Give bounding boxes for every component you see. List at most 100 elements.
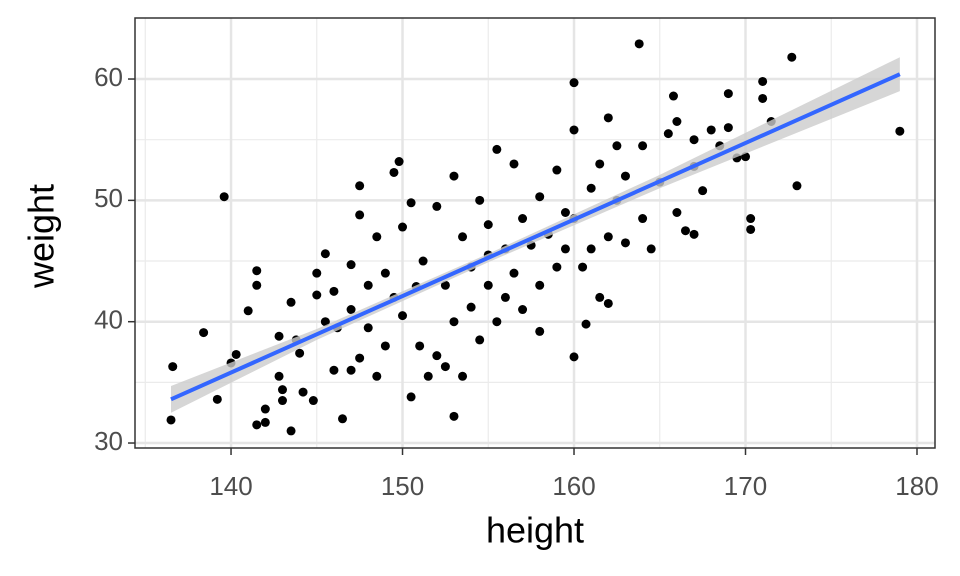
point	[586, 183, 596, 193]
point	[578, 262, 588, 272]
point	[231, 349, 241, 359]
point	[329, 365, 339, 375]
point	[723, 123, 733, 133]
point	[398, 222, 408, 232]
y-tick-label: 50	[94, 183, 123, 213]
point	[787, 52, 797, 62]
point	[355, 353, 365, 363]
point	[500, 292, 510, 302]
point	[560, 244, 570, 254]
point	[612, 141, 622, 151]
point	[586, 244, 596, 254]
point	[668, 91, 678, 101]
point	[440, 362, 450, 372]
point	[406, 392, 416, 402]
y-tick-label: 60	[94, 62, 123, 92]
point	[509, 159, 519, 169]
point	[432, 351, 442, 361]
point	[518, 214, 528, 224]
point	[286, 426, 296, 436]
point	[758, 93, 768, 103]
point	[252, 280, 262, 290]
point	[698, 186, 708, 196]
point	[581, 319, 591, 329]
point	[663, 129, 673, 139]
y-tick-label: 30	[94, 426, 123, 456]
plot-border	[134, 17, 936, 449]
x-axis-title: height	[486, 510, 584, 551]
point	[394, 157, 404, 167]
point	[475, 335, 485, 345]
point	[569, 125, 579, 135]
point	[440, 280, 450, 290]
point	[689, 135, 699, 145]
point	[552, 262, 562, 272]
x-tick-label: 160	[552, 471, 595, 501]
point	[638, 214, 648, 224]
point	[260, 417, 270, 427]
point	[308, 396, 318, 406]
point	[560, 207, 570, 217]
point	[312, 290, 322, 300]
point	[895, 126, 905, 136]
point	[355, 181, 365, 191]
point	[346, 365, 356, 375]
point	[483, 280, 493, 290]
x-tick-label: 180	[895, 471, 938, 501]
point	[569, 352, 579, 362]
point	[277, 396, 287, 406]
x-tick-label: 150	[381, 471, 424, 501]
point	[372, 232, 382, 242]
point	[346, 260, 356, 270]
point	[418, 256, 428, 266]
point	[483, 220, 493, 230]
point	[380, 341, 390, 351]
point	[680, 226, 690, 236]
point	[423, 371, 433, 381]
point	[746, 224, 756, 234]
point	[746, 214, 756, 224]
point	[689, 229, 699, 239]
point	[219, 192, 229, 202]
point	[449, 317, 459, 327]
point	[535, 280, 545, 290]
point	[475, 195, 485, 205]
point	[492, 144, 502, 154]
point	[458, 371, 468, 381]
point	[252, 420, 262, 430]
point	[398, 311, 408, 321]
y-tick-label: 40	[94, 305, 123, 335]
point	[603, 232, 613, 242]
point	[509, 268, 519, 278]
point	[603, 113, 613, 123]
point	[723, 89, 733, 99]
x-tick-label: 140	[209, 471, 252, 501]
point	[355, 210, 365, 220]
point	[672, 207, 682, 217]
point	[449, 171, 459, 181]
point	[646, 244, 656, 254]
point	[535, 192, 545, 202]
point	[166, 415, 176, 425]
point	[274, 371, 284, 381]
point	[346, 305, 356, 315]
point	[603, 298, 613, 308]
point	[634, 39, 644, 49]
point	[449, 411, 459, 421]
point	[372, 371, 382, 381]
x-tick-label: 170	[724, 471, 767, 501]
point	[260, 404, 270, 414]
point	[466, 302, 476, 312]
point	[320, 249, 330, 259]
fit-line	[170, 72, 901, 402]
point	[363, 323, 373, 333]
point	[406, 198, 416, 208]
point	[672, 116, 682, 126]
point	[758, 76, 768, 86]
point	[492, 317, 502, 327]
point	[552, 165, 562, 175]
y-axis-title: weight	[21, 184, 62, 289]
point	[199, 328, 209, 338]
point	[380, 268, 390, 278]
point	[252, 266, 262, 276]
